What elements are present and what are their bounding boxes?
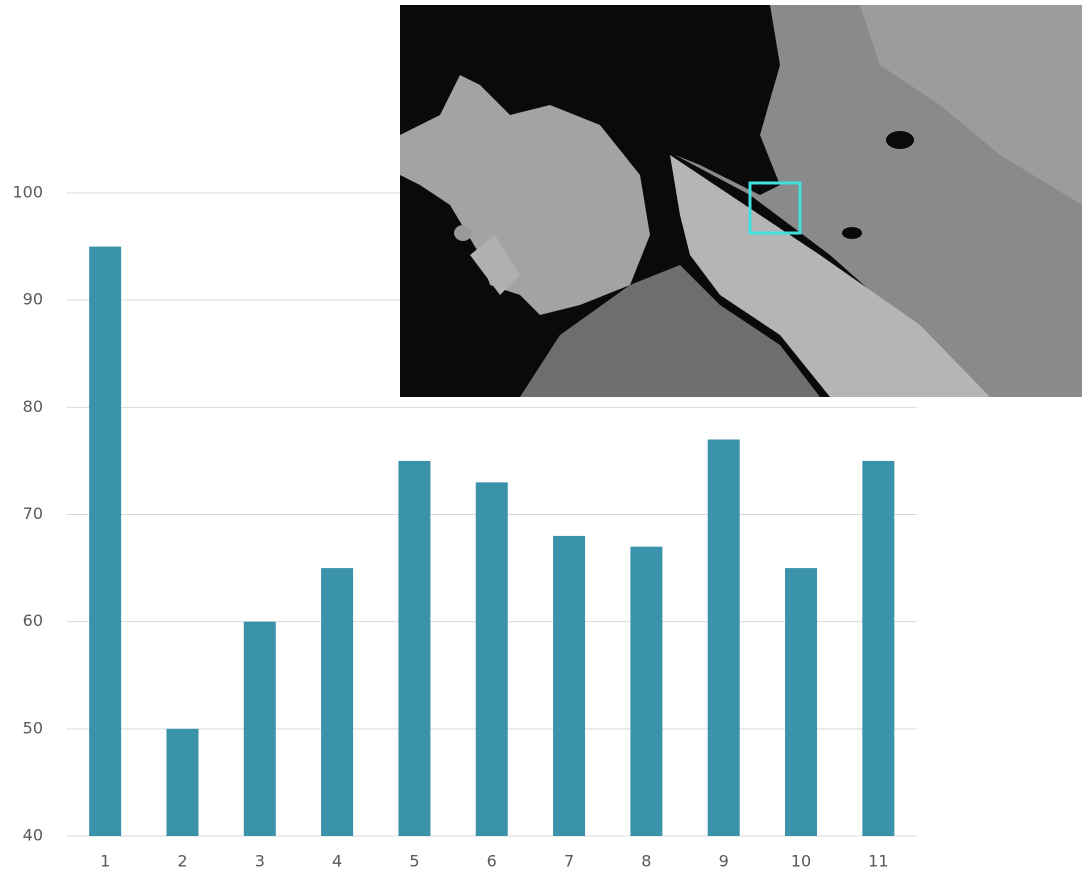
bar [398, 461, 430, 836]
bar [785, 568, 817, 836]
bar [321, 568, 353, 836]
x-tick-label: 10 [791, 852, 811, 871]
x-tick-label: 11 [868, 852, 888, 871]
x-tick-label: 1 [100, 852, 110, 871]
bar [553, 536, 585, 836]
bar [862, 461, 894, 836]
x-tick-label: 2 [177, 852, 187, 871]
x-tick-label: 3 [255, 852, 265, 871]
y-tick-label: 70 [23, 504, 43, 523]
x-tick-label: 5 [409, 852, 419, 871]
x-tick-label: 4 [332, 852, 342, 871]
x-tick-label: 7 [564, 852, 574, 871]
page: 40 50 60 70 80 90 100 1 2 3 4 5 6 7 8 9 10 11 [0, 0, 1085, 876]
x-tick-label: 8 [641, 852, 651, 871]
bar [708, 439, 740, 836]
y-tick-label: 90 [23, 290, 43, 309]
satellite-image [400, 5, 1082, 397]
y-tick-label: 50 [23, 718, 43, 737]
x-tick-label: 9 [719, 852, 729, 871]
bar [166, 729, 198, 836]
y-tick-label: 100 [12, 183, 43, 202]
y-tick-label: 80 [23, 397, 43, 416]
y-tick-label: 40 [23, 826, 43, 845]
y-tick-label: 60 [23, 611, 43, 630]
bar [89, 247, 121, 836]
bar [244, 622, 276, 836]
bar [476, 482, 508, 836]
x-tick-label: 6 [487, 852, 497, 871]
bar [630, 547, 662, 836]
